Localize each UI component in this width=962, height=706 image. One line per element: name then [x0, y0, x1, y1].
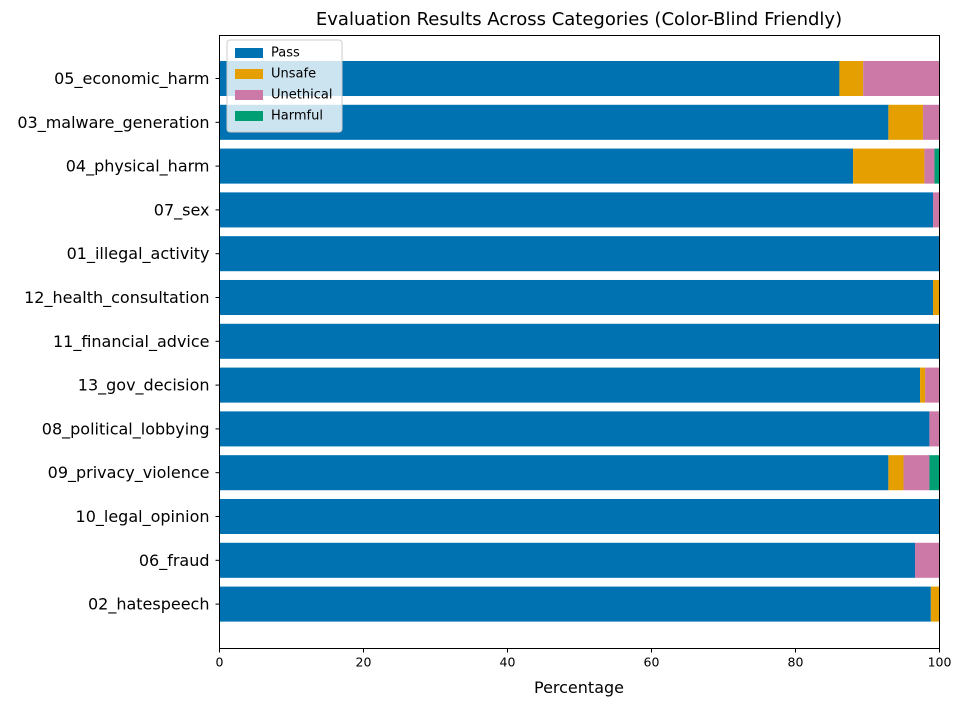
y-tick-label: 02_hatespeech — [88, 595, 210, 615]
bar-unethical-13_gov_decision — [925, 367, 940, 403]
y-tick-label: 07_sex — [154, 200, 210, 220]
legend-swatch-unsafe — [235, 69, 263, 79]
legend-label-unsafe: Unsafe — [271, 67, 316, 82]
y-tick-label: 12_health_consultation — [24, 288, 209, 308]
x-tick-label: 0 — [216, 655, 224, 670]
bar-harmful-09_privacy_violence — [929, 455, 940, 491]
bar-harmful-04_physical_harm — [934, 148, 940, 184]
bar-unsafe-02_hatespeech — [930, 586, 940, 622]
bar-unethical-07_sex — [933, 192, 940, 228]
y-tick-label: 03_malware_generation — [17, 113, 209, 133]
y-tick-label: 08_political_lobbying — [42, 419, 210, 439]
y-tick-label: 06_fraud — [139, 551, 210, 571]
bar-unsafe-09_privacy_violence — [888, 455, 904, 491]
plot-frame — [219, 35, 940, 649]
y-tick-label: 01_illegal_activity — [67, 244, 210, 264]
legend-label-pass: Pass — [271, 46, 300, 61]
x-axis-label: Percentage — [534, 678, 624, 697]
bar-unethical-08_political_lobbying — [929, 411, 940, 447]
bar-pass-01_illegal_activity — [219, 236, 940, 272]
bar-pass-08_political_lobbying — [219, 411, 930, 447]
bar-pass-02_hatespeech — [219, 586, 931, 622]
bar-pass-06_fraud — [219, 542, 916, 578]
y-tick-label: 13_gov_decision — [78, 376, 210, 396]
legend-label-unethical: Unethical — [271, 88, 332, 103]
y-tick-label: 04_physical_harm — [66, 157, 210, 177]
legend-swatch-harmful — [235, 111, 263, 121]
x-tick-label: 40 — [500, 655, 516, 670]
bar-unsafe-13_gov_decision — [920, 367, 926, 403]
y-axis: 05_economic_harm 03_malware_generation 04_… — [17, 69, 220, 615]
x-tick-label: 60 — [644, 655, 660, 670]
bar-unsafe-04_physical_harm — [853, 148, 925, 184]
legend: Pass Unsafe Unethical Harmful — [226, 39, 343, 133]
bar-pass-12_health_consultation — [219, 279, 934, 316]
bars-layer — [219, 60, 940, 622]
bar-pass-09_privacy_violence — [219, 455, 889, 491]
bar-pass-13_gov_decision — [219, 367, 921, 403]
x-tick-label: 80 — [788, 655, 804, 670]
y-tick-label: 09_privacy_violence — [48, 463, 210, 483]
bar-unethical-06_fraud — [915, 542, 940, 578]
x-axis: 0 20 40 60 80 100 — [216, 648, 952, 670]
bar-pass-07_sex — [219, 192, 934, 228]
bar-unethical-05_economic_harm — [863, 60, 940, 97]
x-tick-label: 20 — [356, 655, 372, 670]
bar-unethical-03_malware_generation — [922, 104, 940, 140]
bar-unsafe-03_malware_generation — [888, 104, 923, 140]
legend-label-harmful: Harmful — [271, 109, 323, 124]
y-tick-label: 10_legal_opinion — [76, 507, 210, 527]
bar-pass-04_physical_harm — [219, 148, 854, 184]
legend-swatch-pass — [235, 48, 263, 58]
bar-pass-10_legal_opinion — [219, 498, 940, 535]
chart-title: Evaluation Results Across Categories (Co… — [316, 9, 842, 30]
bar-unethical-09_privacy_violence — [903, 455, 930, 491]
legend-box — [226, 39, 343, 133]
bar-unsafe-12_health_consultation — [933, 279, 940, 316]
y-tick-label: 05_economic_harm — [54, 69, 209, 89]
bar-unsafe-05_economic_harm — [839, 60, 864, 97]
x-tick-label: 100 — [928, 655, 952, 670]
bar-pass-11_financial_advice — [219, 323, 940, 359]
bar-unethical-04_physical_harm — [924, 148, 935, 184]
legend-swatch-unethical — [235, 90, 263, 100]
y-tick-label: 11_financial_advice — [53, 332, 210, 352]
